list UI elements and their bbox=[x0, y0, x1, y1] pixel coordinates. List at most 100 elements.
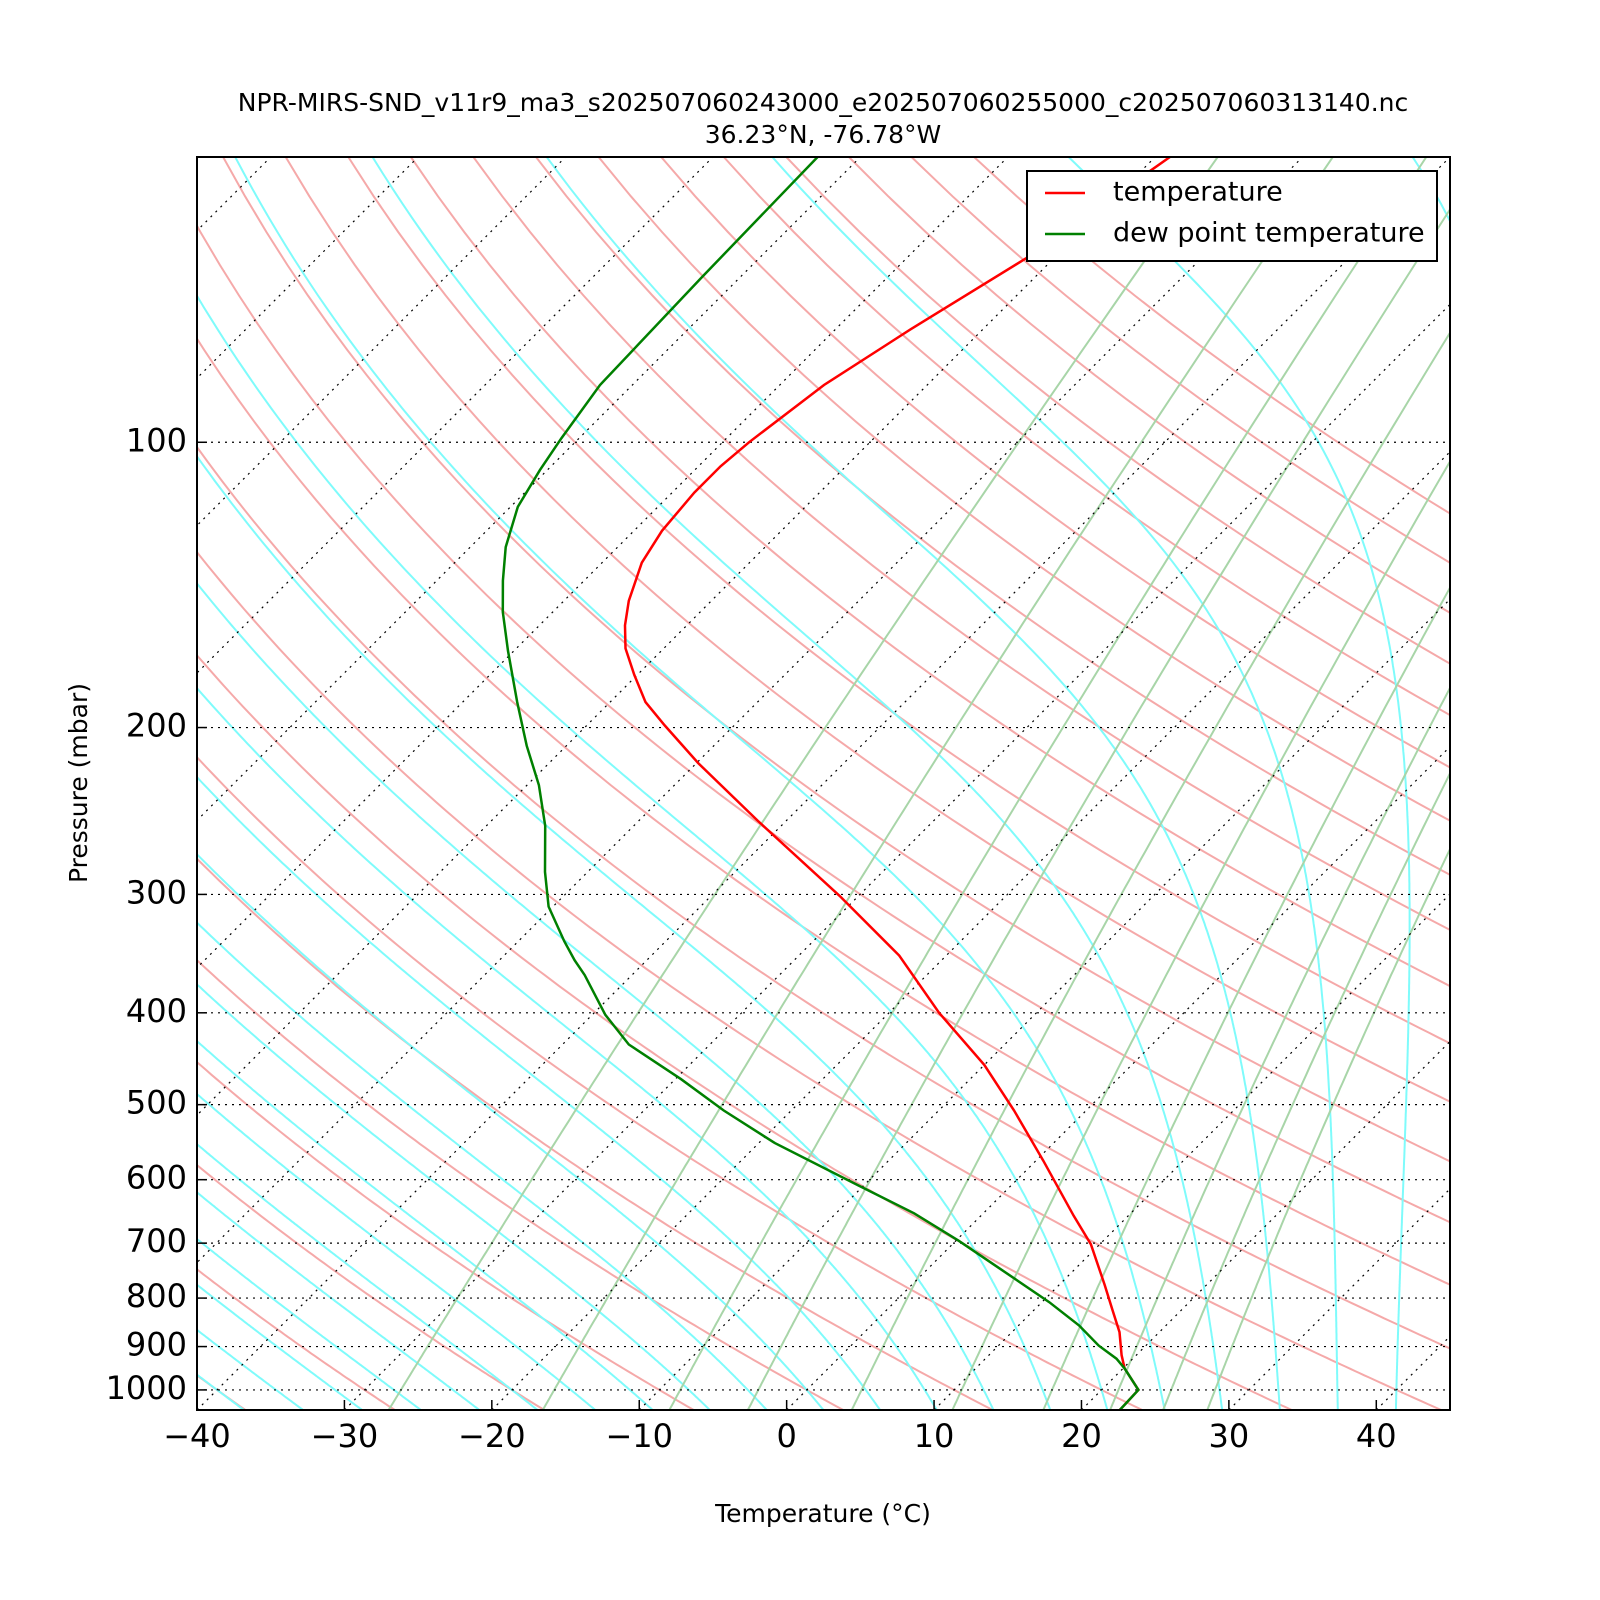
moist-adiabat bbox=[197, 775, 881, 1410]
y-tick-label: 500 bbox=[126, 1084, 187, 1122]
dry-adiabat bbox=[197, 1268, 396, 1410]
moist-adiabat bbox=[197, 1039, 654, 1410]
y-tick-label: 900 bbox=[126, 1326, 187, 1364]
x-tick-label: 40 bbox=[1356, 1417, 1397, 1455]
moist-adiabat bbox=[197, 852, 825, 1410]
isotherm bbox=[197, 157, 714, 674]
moist-adiabat bbox=[197, 454, 1052, 1410]
moist-adiabat bbox=[1411, 157, 1450, 224]
dry-adiabat bbox=[197, 755, 1143, 1410]
chart-title: NPR-MIRS-SND_v11r9_ma3_s202507060243000_… bbox=[238, 88, 1409, 117]
x-tick-label: −40 bbox=[163, 1417, 231, 1455]
mixing-ratio-line bbox=[541, 157, 1334, 1410]
plot-frame bbox=[196, 156, 1451, 1411]
axes: −40 −30 −20 −10 0 10 20 30 40 100 200 300 400 500 600 7… bbox=[106, 421, 1397, 1455]
mixing-ratio-line bbox=[850, 330, 1450, 1410]
mixing-ratio-line bbox=[387, 157, 1219, 1410]
legend-box bbox=[1026, 170, 1438, 262]
x-tick-label: 10 bbox=[914, 1417, 955, 1455]
isotherm bbox=[0, 157, 123, 1410]
x-tick-label: −20 bbox=[458, 1417, 526, 1455]
mixing-ratio-line bbox=[1206, 846, 1450, 1410]
moist-adiabat bbox=[771, 157, 1339, 1410]
dry-adiabat bbox=[535, 157, 1450, 876]
dry-adiabat bbox=[284, 157, 1450, 1103]
y-tick-label: 200 bbox=[126, 707, 187, 745]
dry-adiabat bbox=[785, 157, 1450, 665]
dry-adiabat bbox=[848, 157, 1450, 614]
x-grid-line bbox=[1228, 1188, 1450, 1410]
dry-adiabat bbox=[197, 336, 1450, 1286]
moist-adiabat bbox=[197, 293, 1109, 1410]
moist-adiabat bbox=[197, 1283, 363, 1410]
series-line bbox=[623, 157, 1171, 1410]
dry-adiabat bbox=[910, 157, 1450, 565]
dry-adiabat bbox=[597, 157, 1450, 822]
legend-label: dew point temperature bbox=[1113, 218, 1425, 249]
dry-adiabat bbox=[197, 1060, 695, 1410]
moist-adiabat bbox=[197, 983, 711, 1410]
dry-adiabat bbox=[410, 157, 1450, 988]
moist-adiabat bbox=[197, 686, 938, 1410]
chart-subtitle: 36.23°N, -76.78°W bbox=[705, 120, 941, 149]
mixing-ratio-line bbox=[1109, 685, 1450, 1410]
dry-adiabat bbox=[197, 958, 844, 1410]
x-tick-label: −30 bbox=[311, 1417, 379, 1455]
y-tick-label: 1000 bbox=[106, 1369, 187, 1407]
legend: temperature dew point temperature bbox=[1026, 170, 1438, 262]
moist-adiabat bbox=[197, 1373, 245, 1410]
series-line bbox=[501, 157, 1140, 1410]
dry-adiabat bbox=[660, 157, 1450, 769]
mixing-ratio-line bbox=[1042, 585, 1450, 1410]
x-grid-line bbox=[197, 157, 1450, 1410]
x-tick-label: 20 bbox=[1061, 1417, 1102, 1455]
x-tick-label: −10 bbox=[605, 1417, 673, 1455]
background-lines bbox=[0, 157, 1450, 1410]
mixing-ratio-line bbox=[668, 157, 1428, 1410]
isotherm bbox=[197, 157, 1304, 1264]
x-grid-line bbox=[343, 303, 1450, 1410]
dry-adiabat bbox=[197, 550, 1442, 1410]
moist-adiabat bbox=[197, 1142, 539, 1410]
x-tick-label: 30 bbox=[1209, 1417, 1250, 1455]
moist-adiabat bbox=[197, 1191, 480, 1410]
grid bbox=[197, 157, 1450, 1410]
y-tick-label: 800 bbox=[126, 1277, 187, 1315]
moist-adiabat bbox=[197, 1328, 304, 1410]
moist-adiabat bbox=[371, 157, 1224, 1410]
y-tick-label: 600 bbox=[126, 1159, 187, 1197]
plot-area bbox=[501, 157, 1171, 1410]
moist-adiabat bbox=[234, 157, 1166, 1410]
x-axis-label: Temperature (°C) bbox=[714, 1499, 931, 1528]
mixing-ratio-line bbox=[1162, 771, 1450, 1410]
moist-adiabat bbox=[545, 157, 1281, 1410]
y-axis-label: Pressure (mbar) bbox=[64, 683, 93, 883]
moist-adiabat bbox=[197, 921, 768, 1410]
dry-adiabat bbox=[472, 157, 1450, 932]
x-tick-label: 0 bbox=[776, 1417, 796, 1455]
moist-adiabat bbox=[197, 581, 995, 1410]
dry-adiabat bbox=[197, 653, 1293, 1410]
y-tick-label: 100 bbox=[126, 421, 187, 459]
dry-adiabat bbox=[222, 157, 1450, 1163]
x-grid-line bbox=[933, 893, 1450, 1410]
y-tick-label: 400 bbox=[126, 992, 187, 1030]
y-tick-label: 700 bbox=[126, 1222, 187, 1260]
moist-adiabat bbox=[197, 1092, 596, 1410]
legend-label: temperature bbox=[1113, 177, 1283, 208]
x-grid-line bbox=[491, 450, 1450, 1410]
dry-adiabat bbox=[197, 223, 1450, 1224]
x-grid-line bbox=[1081, 1040, 1450, 1410]
moist-adiabat bbox=[197, 1237, 422, 1410]
y-tick-label: 300 bbox=[126, 873, 187, 911]
moist-adiabat bbox=[1067, 157, 1411, 1410]
dry-adiabat bbox=[347, 157, 1450, 1045]
dry-adiabat bbox=[197, 857, 994, 1410]
dry-adiabat bbox=[197, 1374, 246, 1410]
dry-adiabat bbox=[723, 157, 1450, 717]
mixing-ratio-line bbox=[951, 459, 1450, 1410]
x-grid-line bbox=[638, 598, 1450, 1410]
dry-adiabat bbox=[197, 445, 1450, 1350]
x-grid-line bbox=[786, 745, 1450, 1410]
